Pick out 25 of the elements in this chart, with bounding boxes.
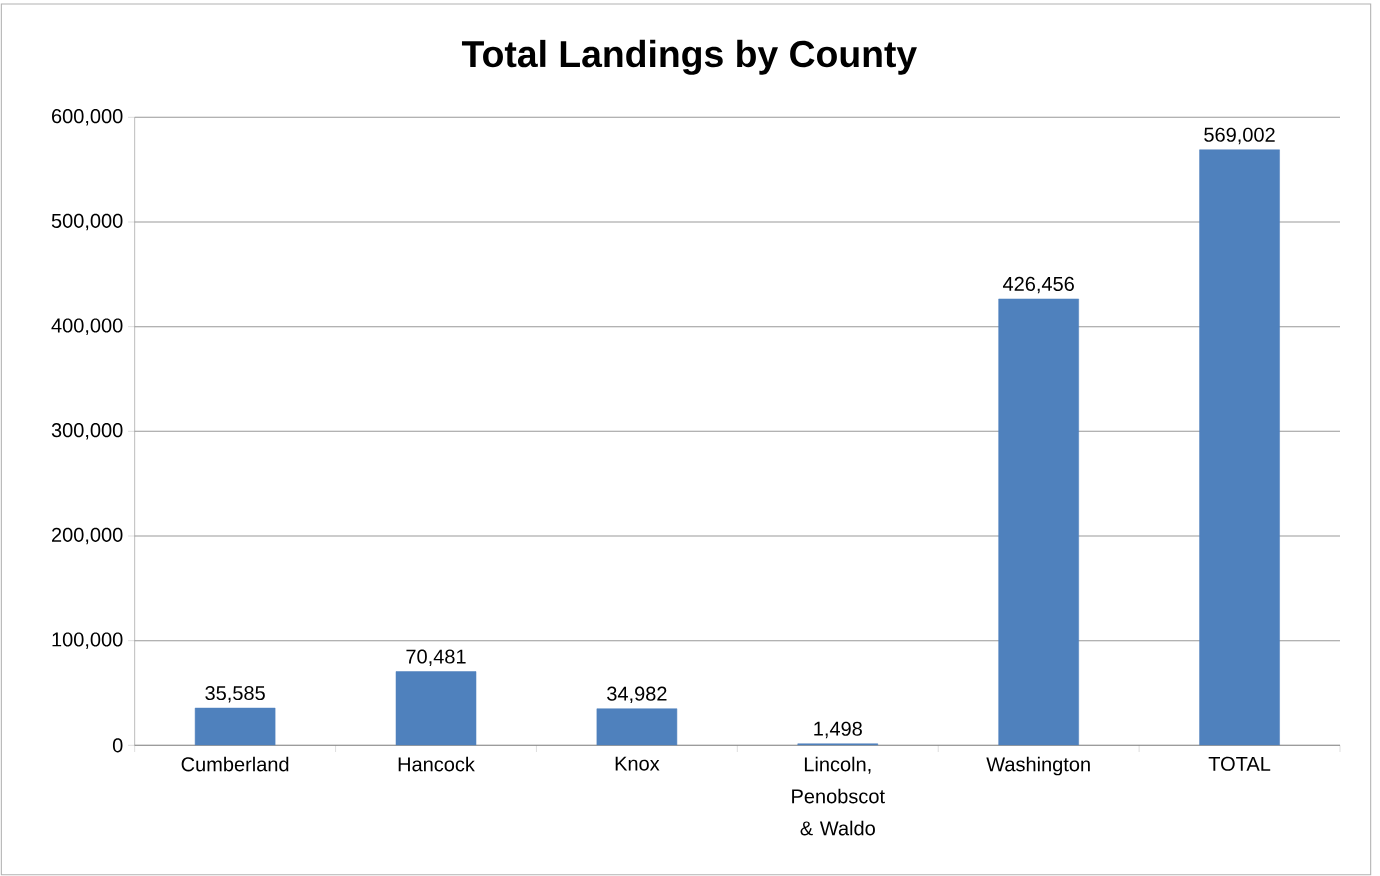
y-tick-label: 300,000	[51, 423, 123, 440]
x-tick-label: Lincoln, Penobscot & Waldo	[792, 756, 885, 836]
x-tick-label: Hancock	[398, 756, 475, 772]
data-label: 569,002	[1204, 127, 1275, 145]
y-tick-label: 600,000	[52, 109, 123, 126]
chart-title: Total Landings by County	[461, 39, 917, 75]
y-tick-label: 200,000	[52, 527, 123, 545]
y-tick-label: 500,000	[51, 213, 123, 231]
bar	[1199, 149, 1280, 746]
bar	[395, 671, 477, 746]
data-label: 426,456	[1002, 276, 1074, 294]
x-tick-label: TOTAL	[1208, 756, 1271, 771]
y-tick-label: 400,000	[51, 318, 123, 335]
bar	[596, 708, 678, 746]
bar	[998, 298, 1079, 746]
data-label: 34,982	[607, 686, 667, 704]
y-tick-label: 0	[112, 738, 123, 753]
x-tick-label: Cumberland	[181, 756, 289, 772]
y-tick-label: 100,000	[52, 632, 123, 649]
x-tick-label: Washington	[986, 756, 1090, 776]
x-tick-label: Knox	[615, 756, 660, 771]
data-label: 1,498	[814, 721, 862, 739]
data-label: 35,585	[205, 685, 265, 703]
data-label: 70,481	[406, 649, 466, 666]
bar	[194, 707, 276, 746]
